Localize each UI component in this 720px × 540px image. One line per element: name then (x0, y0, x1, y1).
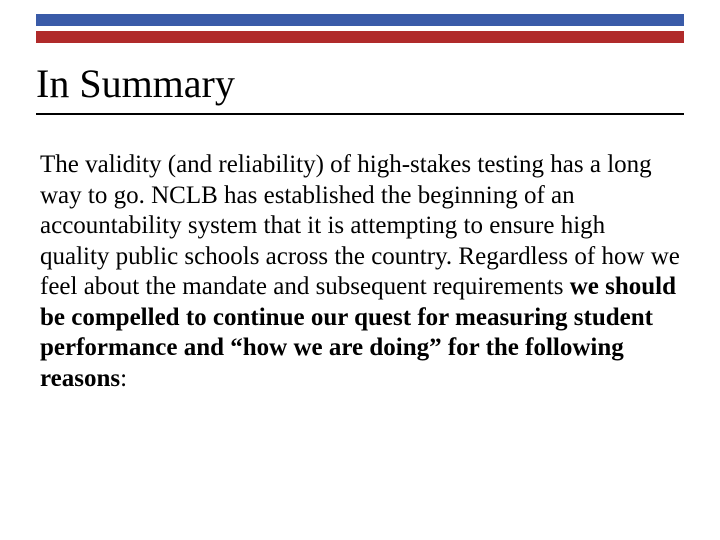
slide-body: The validity (and reliability) of high-s… (40, 150, 680, 394)
bar-red (36, 31, 684, 43)
decorative-bars (36, 14, 684, 43)
body-text-normal-2: : (120, 365, 127, 392)
slide: In Summary The validity (and reliability… (0, 0, 720, 540)
slide-title: In Summary (36, 60, 684, 115)
bar-blue (36, 14, 684, 26)
